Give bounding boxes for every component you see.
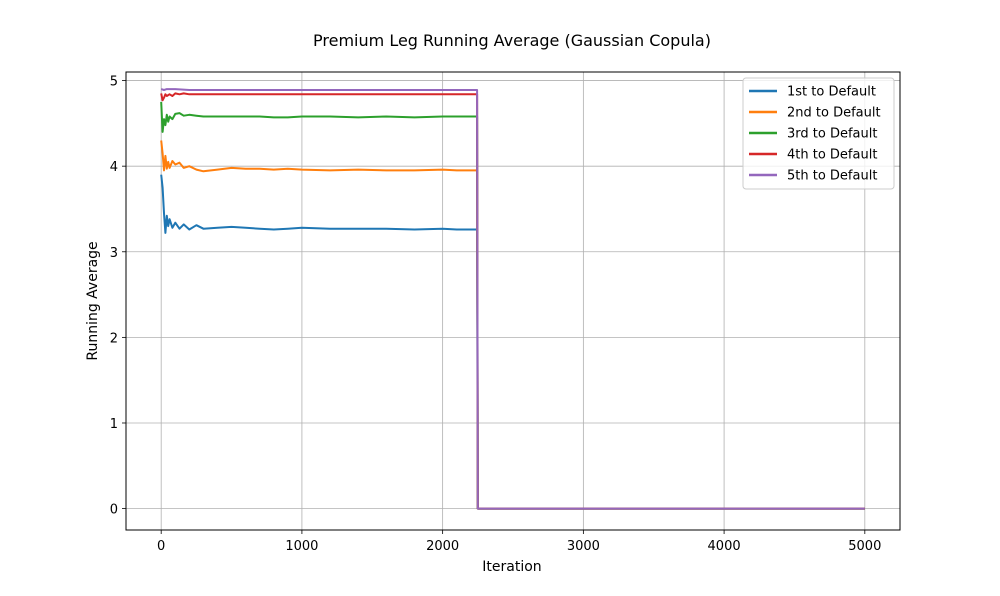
legend-entry-label: 5th to Default xyxy=(787,169,877,184)
y-axis-label: Running Average xyxy=(85,241,101,360)
x-tick-label: 1000 xyxy=(285,539,318,554)
y-tick-label: 0 xyxy=(110,503,118,518)
axis-ticks: 0 1000 2000 3000 4000 5000 0 1 2 3 4 5 xyxy=(110,75,882,554)
x-tick-label: 0 xyxy=(157,539,165,554)
plot-series xyxy=(160,88,865,510)
legend-entry-label: 1st to Default xyxy=(787,85,876,100)
y-tick-label: 3 xyxy=(110,246,118,261)
y-tick-label: 5 xyxy=(110,75,118,90)
chart-title: Premium Leg Running Average (Gaussian Co… xyxy=(313,31,711,50)
series-line-4 xyxy=(160,92,865,510)
legend-box xyxy=(742,77,895,190)
y-tick-label: 1 xyxy=(110,417,118,432)
series-line-2 xyxy=(160,140,865,510)
x-axis-label: Iteration xyxy=(482,559,541,575)
x-tick-label: 2000 xyxy=(426,539,459,554)
x-tick-label: 5000 xyxy=(848,539,881,554)
legend-entry-label: 4th to Default xyxy=(787,148,877,163)
series-line-5 xyxy=(160,88,865,510)
x-tick-label: 4000 xyxy=(708,539,741,554)
series-line-1 xyxy=(160,174,865,510)
y-tick-label: 2 xyxy=(110,331,118,346)
y-tick-label: 4 xyxy=(110,160,118,175)
series-line-3 xyxy=(160,101,865,510)
legend-entry-label: 3rd to Default xyxy=(787,127,877,142)
x-tick-label: 3000 xyxy=(567,539,600,554)
legend-entry-label: 2nd to Default xyxy=(787,106,881,121)
legend: 1st to Default 2nd to Default 3rd to Defau… xyxy=(742,77,895,190)
plot-frame xyxy=(125,71,901,531)
